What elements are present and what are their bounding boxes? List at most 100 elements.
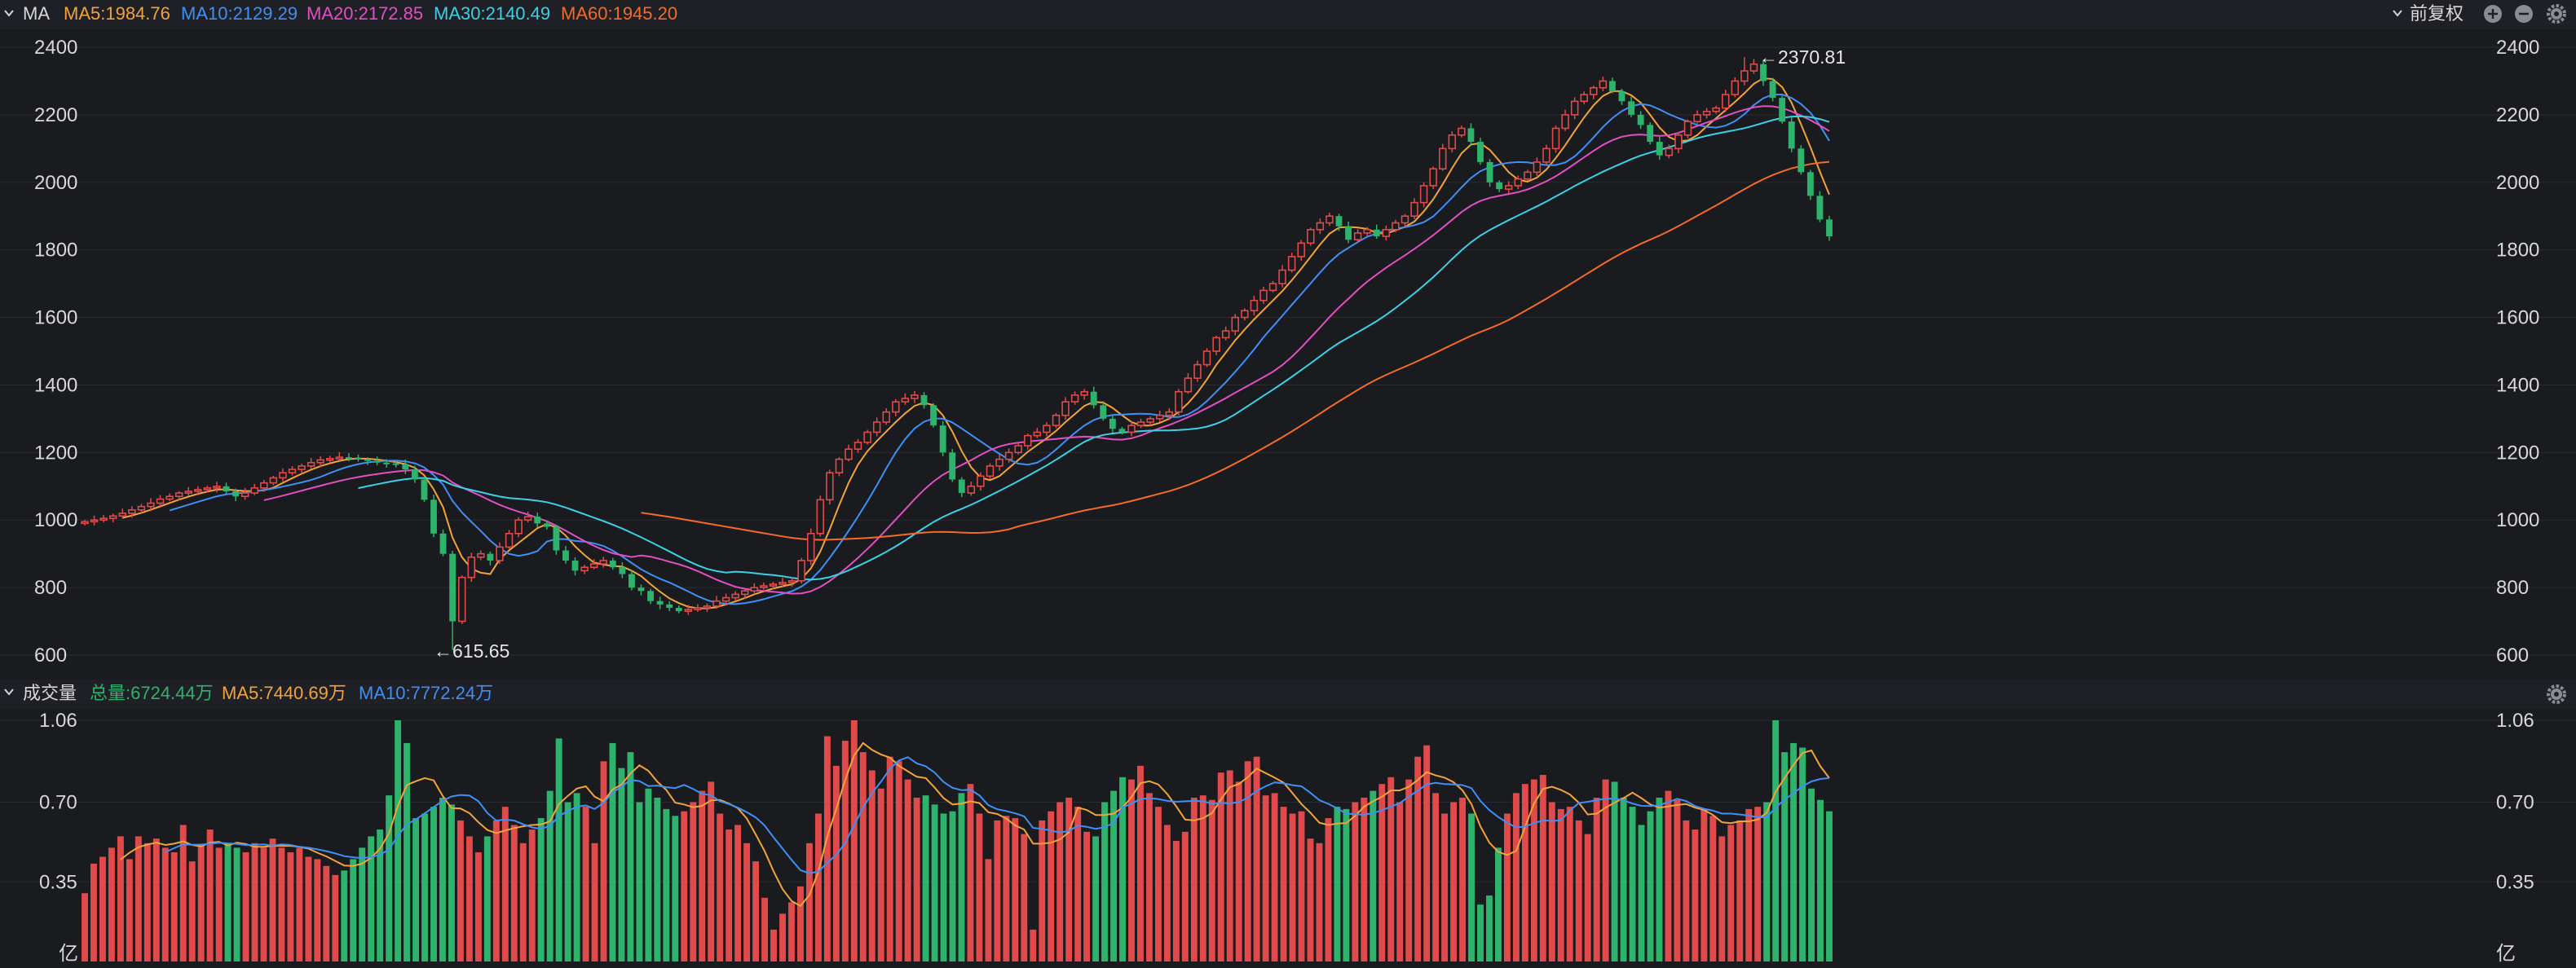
y-tick-label: 600 — [2496, 645, 2529, 667]
volume-bar — [278, 847, 285, 961]
volume-bar — [779, 913, 786, 961]
candle-body — [108, 515, 117, 519]
volume-bar — [350, 859, 357, 961]
candle-body — [1806, 172, 1814, 196]
candle-body — [1458, 127, 1466, 136]
candle-body — [619, 567, 626, 574]
volume-bar — [681, 811, 688, 961]
y-tick-label: 1600 — [34, 307, 77, 329]
candle-body — [203, 487, 212, 491]
candle-body — [1665, 147, 1674, 156]
candle-body — [769, 583, 778, 587]
candle-body — [1202, 350, 1211, 366]
volume-bar — [1352, 802, 1359, 961]
candle-body — [467, 557, 476, 579]
volume-bar — [483, 836, 491, 961]
chevron-down-icon[interactable] — [4, 689, 14, 696]
candle-body — [543, 523, 550, 527]
candle-body — [1740, 70, 1749, 82]
candle-body — [806, 532, 815, 561]
candle-body — [449, 553, 457, 622]
y-tick-label: 2400 — [34, 37, 77, 59]
candle-body — [1826, 219, 1833, 237]
volume-bar — [1074, 807, 1082, 961]
price-toggle[interactable] — [4, 10, 14, 17]
candle-body — [939, 425, 946, 453]
candle-body — [1410, 201, 1418, 218]
volume-bar — [600, 761, 607, 961]
candle-body — [1268, 283, 1277, 292]
candle-body — [1599, 80, 1608, 89]
candle-body — [694, 607, 702, 610]
volume-bar — [269, 838, 276, 961]
volume-bar — [1414, 756, 1422, 961]
gear-icon[interactable] — [2547, 4, 2566, 24]
candle-body — [1609, 81, 1616, 91]
candle-body — [703, 605, 712, 609]
volume-bar — [117, 836, 124, 961]
volume-bar — [564, 802, 571, 961]
candle-body — [99, 517, 108, 521]
y-tick-label: 1000 — [2496, 509, 2539, 531]
candle-body — [1127, 425, 1136, 433]
candle-body — [402, 464, 409, 470]
volume-bar — [1521, 784, 1528, 961]
candle-body — [1070, 394, 1079, 403]
candle-body — [666, 604, 673, 608]
volume-bar — [1494, 847, 1502, 961]
volume-ma10-line — [165, 756, 1830, 874]
volume-bar — [1539, 775, 1546, 961]
adjust-mode[interactable]: 前复权 — [2410, 3, 2464, 24]
volume-bar — [152, 838, 160, 961]
y-tick-label: 0.70 — [39, 792, 77, 814]
y-tick-label: 1800 — [34, 240, 77, 262]
volume-bar — [1763, 802, 1771, 961]
plus-circle-icon[interactable] — [2484, 5, 2502, 23]
y-tick-label: 1600 — [2496, 307, 2539, 329]
volume-bar — [82, 893, 88, 961]
volume-title[interactable]: 成交量 — [23, 683, 77, 703]
candle-body — [1628, 101, 1635, 115]
candle-body — [335, 456, 344, 460]
volume-bar — [805, 843, 813, 961]
gear-icon[interactable] — [2547, 684, 2566, 704]
volume-bar — [895, 761, 902, 961]
volume-bar — [215, 847, 223, 961]
chevron-down-icon[interactable] — [2393, 10, 2402, 17]
candle-body — [1580, 94, 1588, 103]
volume-bar — [1083, 831, 1091, 961]
ma30-label: MA30:2140.49 — [434, 3, 550, 24]
candle-body — [863, 431, 871, 443]
minus-circle-icon[interactable] — [2515, 5, 2533, 23]
volume-bar — [126, 859, 133, 961]
candle-body — [826, 472, 834, 501]
candle-body — [1712, 107, 1720, 112]
volume-bar — [197, 845, 205, 961]
volume-bar — [886, 756, 893, 961]
volume-bar — [690, 802, 697, 961]
candle-body — [1061, 401, 1070, 416]
candle-body — [797, 560, 805, 582]
candle-body — [562, 550, 569, 561]
candle-body — [1702, 110, 1711, 116]
candle-body — [1165, 411, 1174, 416]
volume-bar — [510, 825, 518, 961]
indicator-label[interactable]: MA — [23, 3, 50, 24]
chevron-down-icon[interactable] — [4, 10, 14, 17]
volume-bar — [1826, 811, 1833, 961]
volume-bar — [260, 847, 267, 961]
y-tick-label: 2200 — [34, 104, 77, 126]
candle-body — [1779, 98, 1786, 122]
candle-body — [288, 469, 297, 473]
volume-bar — [1253, 756, 1260, 961]
price-grid — [0, 46, 2576, 656]
volume-bar — [1262, 795, 1269, 961]
candle-body — [787, 580, 796, 583]
candle-body — [1109, 418, 1116, 429]
volume-bar — [224, 843, 232, 961]
volume-bar — [904, 779, 911, 961]
volume-bar — [582, 807, 589, 961]
volume-bar — [1700, 808, 1708, 961]
volume-bar — [1450, 802, 1458, 961]
